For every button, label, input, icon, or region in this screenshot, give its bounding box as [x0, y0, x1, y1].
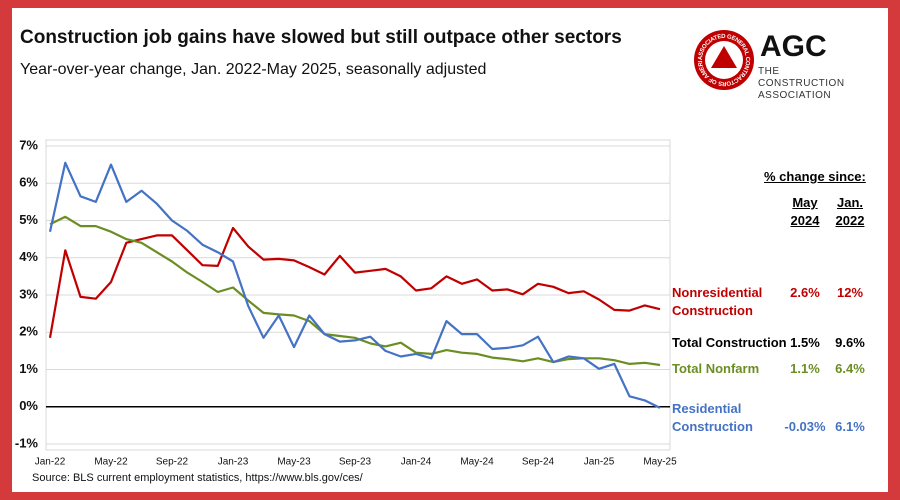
- table-cell: 1.1%: [790, 361, 820, 376]
- y-tick-label: 3%: [19, 286, 38, 301]
- chart-title: Construction job gains have slowed but s…: [20, 27, 622, 48]
- table-cell: -0.03%: [784, 419, 826, 434]
- table-cell: 1.5%: [790, 335, 820, 350]
- table-cell: 2.6%: [790, 285, 820, 300]
- y-tick-label: 5%: [19, 212, 38, 227]
- table-row-label: Total Construction: [672, 335, 787, 350]
- y-tick-label: 1%: [19, 361, 38, 376]
- x-tick-label: Sep-24: [522, 457, 555, 468]
- table-column-header: Jan. 2022: [835, 195, 865, 228]
- table-cell: 6.1%: [835, 419, 865, 434]
- source-note: Source: BLS current employment statistic…: [32, 472, 364, 484]
- chart-subtitle: Year-over-year change, Jan. 2022-May 202…: [20, 61, 486, 78]
- x-tick-label: Sep-22: [156, 457, 189, 468]
- logo-text: AGC: [760, 30, 827, 63]
- y-tick-label: 4%: [19, 249, 38, 264]
- table-cell: 12%: [836, 285, 864, 300]
- y-tick-label: 6%: [19, 175, 38, 190]
- table-title: % change since:: [764, 169, 866, 184]
- x-tick-label: Jan-24: [401, 457, 432, 468]
- x-tick-label: May-24: [460, 457, 494, 468]
- table-row-label: Residential Construction: [672, 401, 753, 434]
- x-tick-label: May-25: [643, 457, 677, 468]
- table-column-header: May 2024: [790, 195, 820, 228]
- y-tick-label: 2%: [19, 324, 38, 339]
- logo-tagline: THE CONSTRUCTION ASSOCIATION: [758, 66, 845, 101]
- table-row-label: Total Nonfarm: [672, 361, 760, 376]
- y-tick-label: 0%: [19, 398, 38, 413]
- x-tick-label: Jan-22: [35, 457, 66, 468]
- x-tick-label: Sep-23: [339, 457, 372, 468]
- x-tick-label: May-22: [94, 457, 128, 468]
- table-row-label: Nonresidential Construction: [672, 285, 763, 318]
- logo-triangle: [711, 46, 737, 68]
- table-cell: 9.6%: [835, 335, 865, 350]
- y-tick-label: -1%: [15, 435, 39, 450]
- series-line: [48, 161, 661, 409]
- x-tick-label: Jan-23: [218, 457, 249, 468]
- chart: Construction job gains have slowed but s…: [12, 8, 827, 484]
- panel: Construction job gains have slowed but s…: [12, 8, 888, 492]
- x-tick-label: Jan-25: [584, 457, 615, 468]
- x-tick-label: May-23: [277, 457, 311, 468]
- series-line: [48, 226, 661, 338]
- table-cell: 6.4%: [835, 361, 865, 376]
- y-tick-label: 7%: [19, 137, 38, 152]
